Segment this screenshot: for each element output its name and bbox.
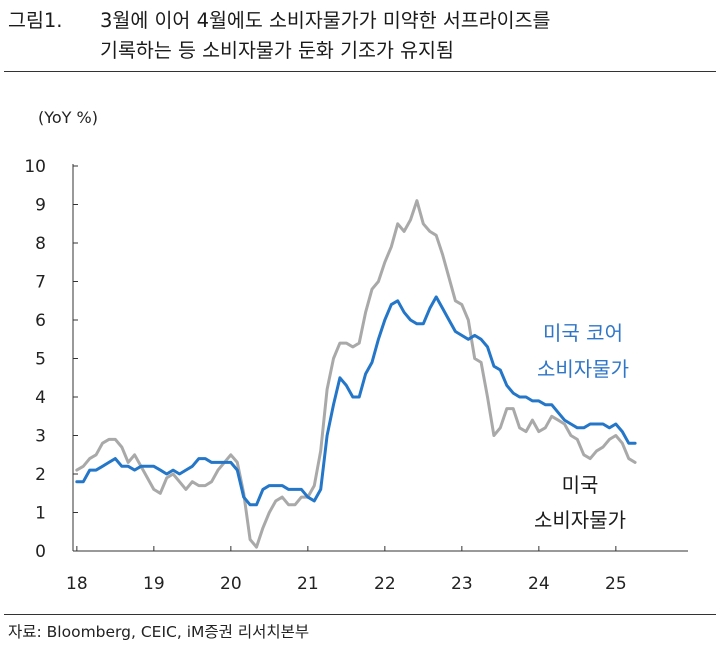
series-lines [75, 199, 637, 549]
chart-title: 그림1. 3월에 이어 4월에도 소비자물가가 미약한 서프라이즈를 기록하는 등… [8, 6, 712, 66]
x-tick-label: 18 [66, 574, 88, 594]
x-tick-label: 25 [605, 574, 627, 594]
y-tick-label: 3 [35, 427, 46, 447]
x-tick-label: 21 [297, 574, 319, 594]
x-tick-label: 20 [220, 574, 242, 594]
y-tick-label: 5 [35, 350, 46, 370]
y-tick-label: 9 [35, 196, 46, 216]
y-tick-label: 2 [35, 465, 46, 485]
x-tick-label: 22 [374, 574, 396, 594]
x-tick-label: 23 [451, 574, 473, 594]
source-divider [4, 614, 716, 615]
y-tick-label: 6 [35, 311, 46, 331]
title-line-2: 기록하는 등 소비자물가 둔화 기조가 유지됨 [100, 39, 454, 62]
y-tick-label: 7 [35, 273, 46, 293]
y-axis-label: (YoY %) [38, 108, 98, 127]
y-tick-label: 4 [35, 388, 46, 408]
core-cpi-line [75, 295, 637, 507]
x-tick-label: 24 [528, 574, 550, 594]
title-line-1: 3월에 이어 4월에도 소비자물가가 미약한 서프라이즈를 [100, 9, 551, 32]
core-cpi-label-line-2: 소비자물가 [537, 357, 629, 381]
headline-cpi-line [75, 199, 637, 549]
headline-cpi-label-line-2: 소비자물가 [534, 508, 626, 532]
figure-number: 그림1. [8, 9, 63, 32]
title-divider [4, 71, 716, 72]
y-tick-label: 10 [24, 157, 46, 177]
source-note: 자료: Bloomberg, CEIC, iM증권 리서치본부 [8, 623, 310, 641]
core-cpi-label-line-1: 미국 코어 [543, 321, 623, 345]
y-tick-label: 8 [35, 234, 46, 254]
headline-cpi-label-line-1: 미국 [562, 473, 599, 497]
y-tick-label: 1 [35, 504, 46, 524]
x-tick-label: 19 [143, 574, 165, 594]
y-tick-label: 0 [35, 542, 46, 562]
